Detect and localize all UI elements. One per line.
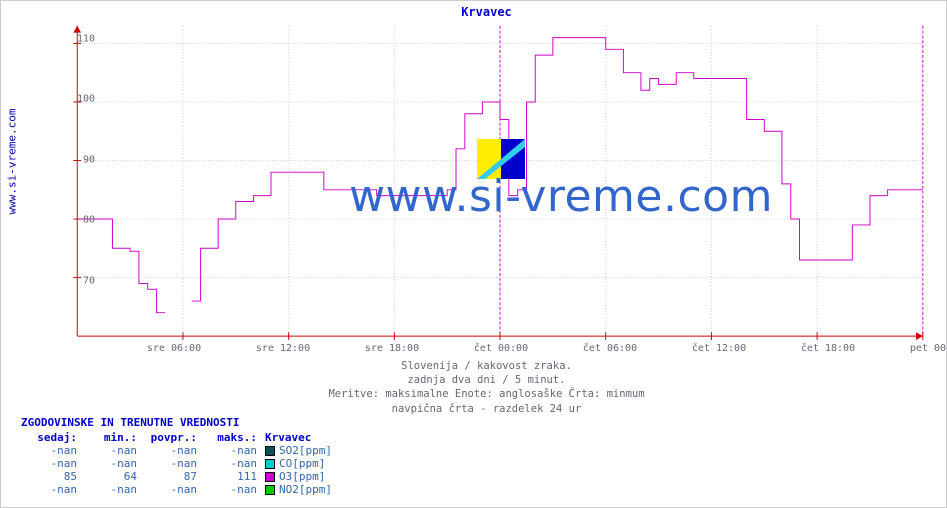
x-tick-label: sre 18:00	[365, 343, 419, 354]
y-tick-label: 100	[65, 94, 95, 105]
table-header: povpr.:	[141, 431, 201, 444]
x-tick-label: sre 12:00	[256, 343, 310, 354]
x-tick-label: čet 18:00	[801, 343, 855, 354]
table-cell: -nan	[141, 483, 201, 496]
vlabel-text: www.si-vreme.com	[6, 108, 19, 214]
table-header: min.:	[81, 431, 141, 444]
table-cell: -nan	[201, 483, 261, 496]
table-cell: -nan	[81, 444, 141, 457]
stats-table-title: ZGODOVINSKE IN TRENUTNE VREDNOSTI	[21, 416, 381, 429]
table-cell: -nan	[21, 444, 81, 457]
caption-line: zadnja dva dni / 5 minut.	[29, 373, 944, 387]
y-tick-label: 90	[65, 154, 95, 165]
table-header: sedaj:	[21, 431, 81, 444]
table-cell: -nan	[21, 483, 81, 496]
y-tick-label: 110	[65, 34, 95, 45]
table-row: -nan-nan-nan-nanSO2[ppm]	[21, 444, 381, 457]
series-label: O3[ppm]	[261, 470, 381, 483]
caption-line: Slovenija / kakovost zraka.	[29, 359, 944, 373]
x-ticks: sre 06:00 sre 12:00 sre 18:00 čet 00:00 čet …	[65, 341, 937, 357]
table-row: 856487111O3[ppm]	[21, 470, 381, 483]
table-row: -nan-nan-nan-nanNO2[ppm]	[21, 483, 381, 496]
chart-title: Krvavec	[29, 5, 944, 19]
x-tick-label: čet 06:00	[583, 343, 637, 354]
table-header: Krvavec	[261, 431, 381, 444]
x-tick-label: čet 00:00	[474, 343, 528, 354]
color-swatch	[265, 446, 275, 456]
x-tick-label: čet 12:00	[692, 343, 746, 354]
caption-line: Meritve: maksimalne Enote: anglosaške Čr…	[29, 387, 944, 401]
table-row: -nan-nan-nan-nanCO[ppm]	[21, 457, 381, 470]
table-cell: -nan	[201, 444, 261, 457]
table-cell: -nan	[81, 457, 141, 470]
y-tick-label: 70	[65, 275, 95, 286]
chart-svg	[65, 21, 937, 341]
series-label: SO2[ppm]	[261, 444, 381, 457]
table-cell: 87	[141, 470, 201, 483]
captions: Slovenija / kakovost zraka. zadnja dva d…	[29, 359, 944, 416]
chart-container: Krvavec 708090100110 www.si-vreme.com sr…	[29, 5, 944, 400]
plot-area: 708090100110 www.si-vreme.com	[65, 21, 937, 341]
table-header: maks.:	[201, 431, 261, 444]
series-label: NO2[ppm]	[261, 483, 381, 496]
table-cell: -nan	[201, 457, 261, 470]
table-cell: -nan	[141, 444, 201, 457]
y-axis-label: www.si-vreme.com	[4, 61, 20, 261]
stats-table: ZGODOVINSKE IN TRENUTNE VREDNOSTI sedaj:…	[21, 416, 381, 496]
x-tick-label: sre 06:00	[147, 343, 201, 354]
caption-line: navpična črta - razdelek 24 ur	[29, 402, 944, 416]
table-cell: 64	[81, 470, 141, 483]
series-label: CO[ppm]	[261, 457, 381, 470]
table-cell: -nan	[21, 457, 81, 470]
x-tick-label: pet 00:00	[910, 343, 947, 354]
table-cell: -nan	[141, 457, 201, 470]
color-swatch	[265, 459, 275, 469]
table-cell: 111	[201, 470, 261, 483]
stats-grid: sedaj:min.:povpr.:maks.:Krvavec-nan-nan-…	[21, 431, 381, 496]
color-swatch	[265, 472, 275, 482]
table-cell: -nan	[81, 483, 141, 496]
y-tick-label: 80	[65, 215, 95, 226]
table-cell: 85	[21, 470, 81, 483]
color-swatch	[265, 485, 275, 495]
